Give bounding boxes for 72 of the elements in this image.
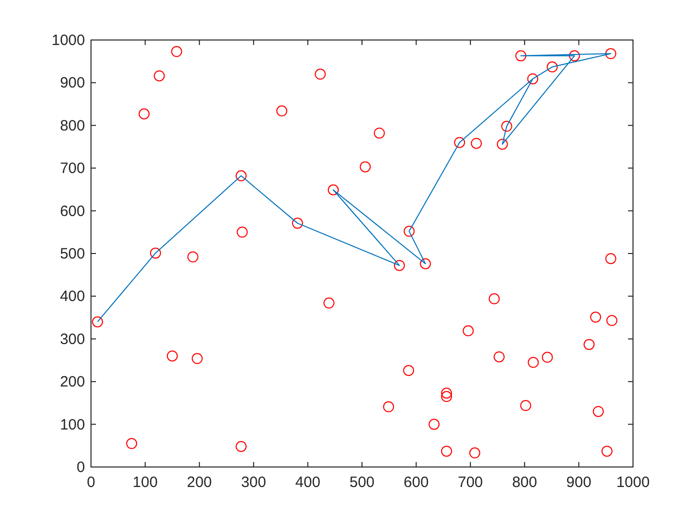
point — [138, 108, 150, 120]
point — [568, 50, 580, 62]
point — [360, 161, 371, 172]
point — [154, 70, 165, 82]
point — [605, 48, 616, 60]
x-tick-label: 1000 — [616, 474, 650, 491]
y-tick-label: 600 — [60, 202, 85, 220]
point — [601, 446, 612, 457]
point — [292, 218, 303, 229]
point — [236, 441, 247, 452]
point — [323, 298, 334, 309]
point — [328, 184, 339, 196]
point — [454, 136, 466, 148]
point — [470, 138, 482, 149]
x-tick-label: 600 — [404, 474, 429, 491]
point — [494, 351, 505, 362]
point — [542, 352, 553, 363]
point — [374, 128, 385, 139]
point — [314, 68, 326, 80]
x-tick-label: 200 — [186, 474, 212, 491]
x-tick-label: 800 — [512, 474, 538, 491]
x-tick-label: 500 — [349, 474, 375, 491]
point — [606, 315, 618, 326]
point — [236, 170, 247, 182]
point — [403, 365, 414, 376]
y-tick-label: 400 — [60, 288, 85, 306]
point — [171, 46, 182, 58]
y-tick-label: 1000 — [52, 32, 85, 49]
point — [394, 260, 405, 271]
y-tick-label: 900 — [60, 74, 85, 92]
point — [515, 50, 526, 62]
point — [428, 418, 440, 430]
point — [276, 105, 288, 116]
point — [462, 325, 474, 336]
y-tick-label: 500 — [60, 246, 85, 262]
point — [150, 248, 161, 259]
point — [166, 350, 178, 362]
point — [605, 253, 616, 264]
point — [496, 138, 508, 150]
point — [383, 401, 394, 412]
y-tick-label: 300 — [60, 330, 85, 348]
point — [488, 293, 500, 304]
point — [126, 438, 138, 450]
point — [501, 120, 512, 132]
y-tick-label: 200 — [60, 374, 85, 391]
x-tick-label: 100 — [132, 474, 158, 491]
point — [520, 400, 532, 412]
point — [187, 251, 198, 262]
point — [192, 353, 203, 364]
point — [527, 73, 538, 84]
point — [584, 338, 595, 350]
point — [404, 226, 415, 237]
point — [441, 391, 452, 402]
point — [236, 226, 248, 238]
y-tick-label: 700 — [60, 160, 85, 178]
point — [420, 258, 431, 270]
point — [469, 447, 480, 458]
x-tick-label: 900 — [566, 474, 592, 491]
point — [92, 316, 104, 328]
point — [592, 406, 604, 417]
y-tick-label: 0 — [76, 459, 85, 476]
x-tick-label: 700 — [458, 474, 483, 491]
y-tick-label: 100 — [60, 416, 85, 434]
point — [441, 388, 452, 399]
y-tick-label: 800 — [60, 117, 85, 134]
x-tick-label: 300 — [241, 474, 266, 491]
point — [546, 61, 558, 72]
x-tick-label: 0 — [86, 474, 96, 491]
x-tick-label: 400 — [295, 474, 320, 491]
point — [528, 356, 539, 368]
point — [441, 446, 452, 457]
point — [590, 312, 602, 323]
